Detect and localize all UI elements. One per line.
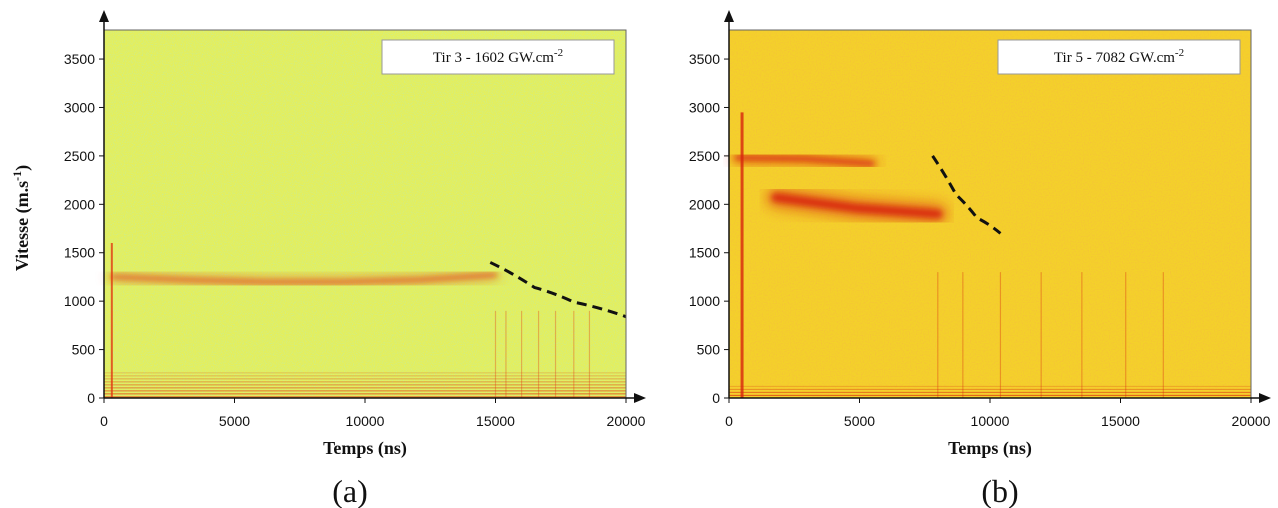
signal-band-1	[771, 193, 943, 219]
y-tick-label: 0	[712, 390, 720, 406]
x-tick-label: 15000	[1101, 413, 1140, 429]
y-tick-label: 500	[72, 342, 96, 358]
x-tick-label: 20000	[1232, 413, 1271, 429]
y-tick-label: 3500	[64, 51, 95, 67]
x-axis-label: Temps (ns)	[948, 438, 1032, 459]
y-tick-label: 2500	[689, 148, 720, 164]
noise-texture	[104, 30, 626, 398]
y-tick-label: 2500	[64, 148, 95, 164]
panel-b: 0 500 1000 1500 2000 2500 3000 3500 0 5000 10000 15…	[689, 10, 1271, 508]
noise-texture	[729, 30, 1251, 398]
x-tick-label: 10000	[346, 413, 385, 429]
x-tick-label: 0	[725, 413, 733, 429]
y-tick-label: 1500	[689, 245, 720, 261]
annotation-text: Tir 3 - 1602 GW.cm-2	[433, 47, 563, 66]
panel-caption: (a)	[332, 473, 368, 508]
y-tick-label: 2000	[689, 196, 720, 212]
x-tick-label: 20000	[607, 413, 646, 429]
y-tick-label: 2000	[64, 196, 95, 212]
annotation-box	[381, 39, 615, 75]
annotation-text: Tir 5 - 7082 GW.cm-2	[1054, 47, 1184, 66]
y-tick-label: 3000	[64, 99, 95, 115]
y-tick-label: 3500	[689, 51, 720, 67]
signal-band-0	[734, 155, 875, 167]
y-axis-arrow	[99, 10, 109, 22]
x-axis-label: Temps (ns)	[323, 438, 407, 459]
y-axis-arrow	[724, 10, 734, 22]
x-tick-label: 5000	[844, 413, 875, 429]
panel-a: 0 500 1000 1500 2000 2500 3000 3500 0 5000 10000 15…	[10, 10, 646, 508]
x-tick-label: 10000	[971, 413, 1010, 429]
x-axis-arrow	[1259, 393, 1271, 403]
y-tick-label: 500	[697, 342, 721, 358]
y-tick-label: 1500	[64, 245, 95, 261]
panel-caption: (b)	[981, 473, 1018, 508]
y-tick-label: 0	[87, 390, 95, 406]
x-tick-label: 5000	[219, 413, 250, 429]
y-tick-label: 3000	[689, 99, 720, 115]
x-tick-label: 0	[100, 413, 108, 429]
signal-band-0	[110, 273, 498, 284]
dashed-curve	[931, 155, 1002, 235]
y-axis-label: Vitesse (m.s-1)	[10, 165, 33, 271]
y-tick-label: 1000	[64, 293, 95, 309]
y-tick-label: 1000	[689, 293, 720, 309]
x-axis-arrow	[634, 393, 646, 403]
x-tick-label: 15000	[476, 413, 515, 429]
annotation-box	[997, 39, 1241, 75]
dashed-curve	[489, 261, 627, 319]
